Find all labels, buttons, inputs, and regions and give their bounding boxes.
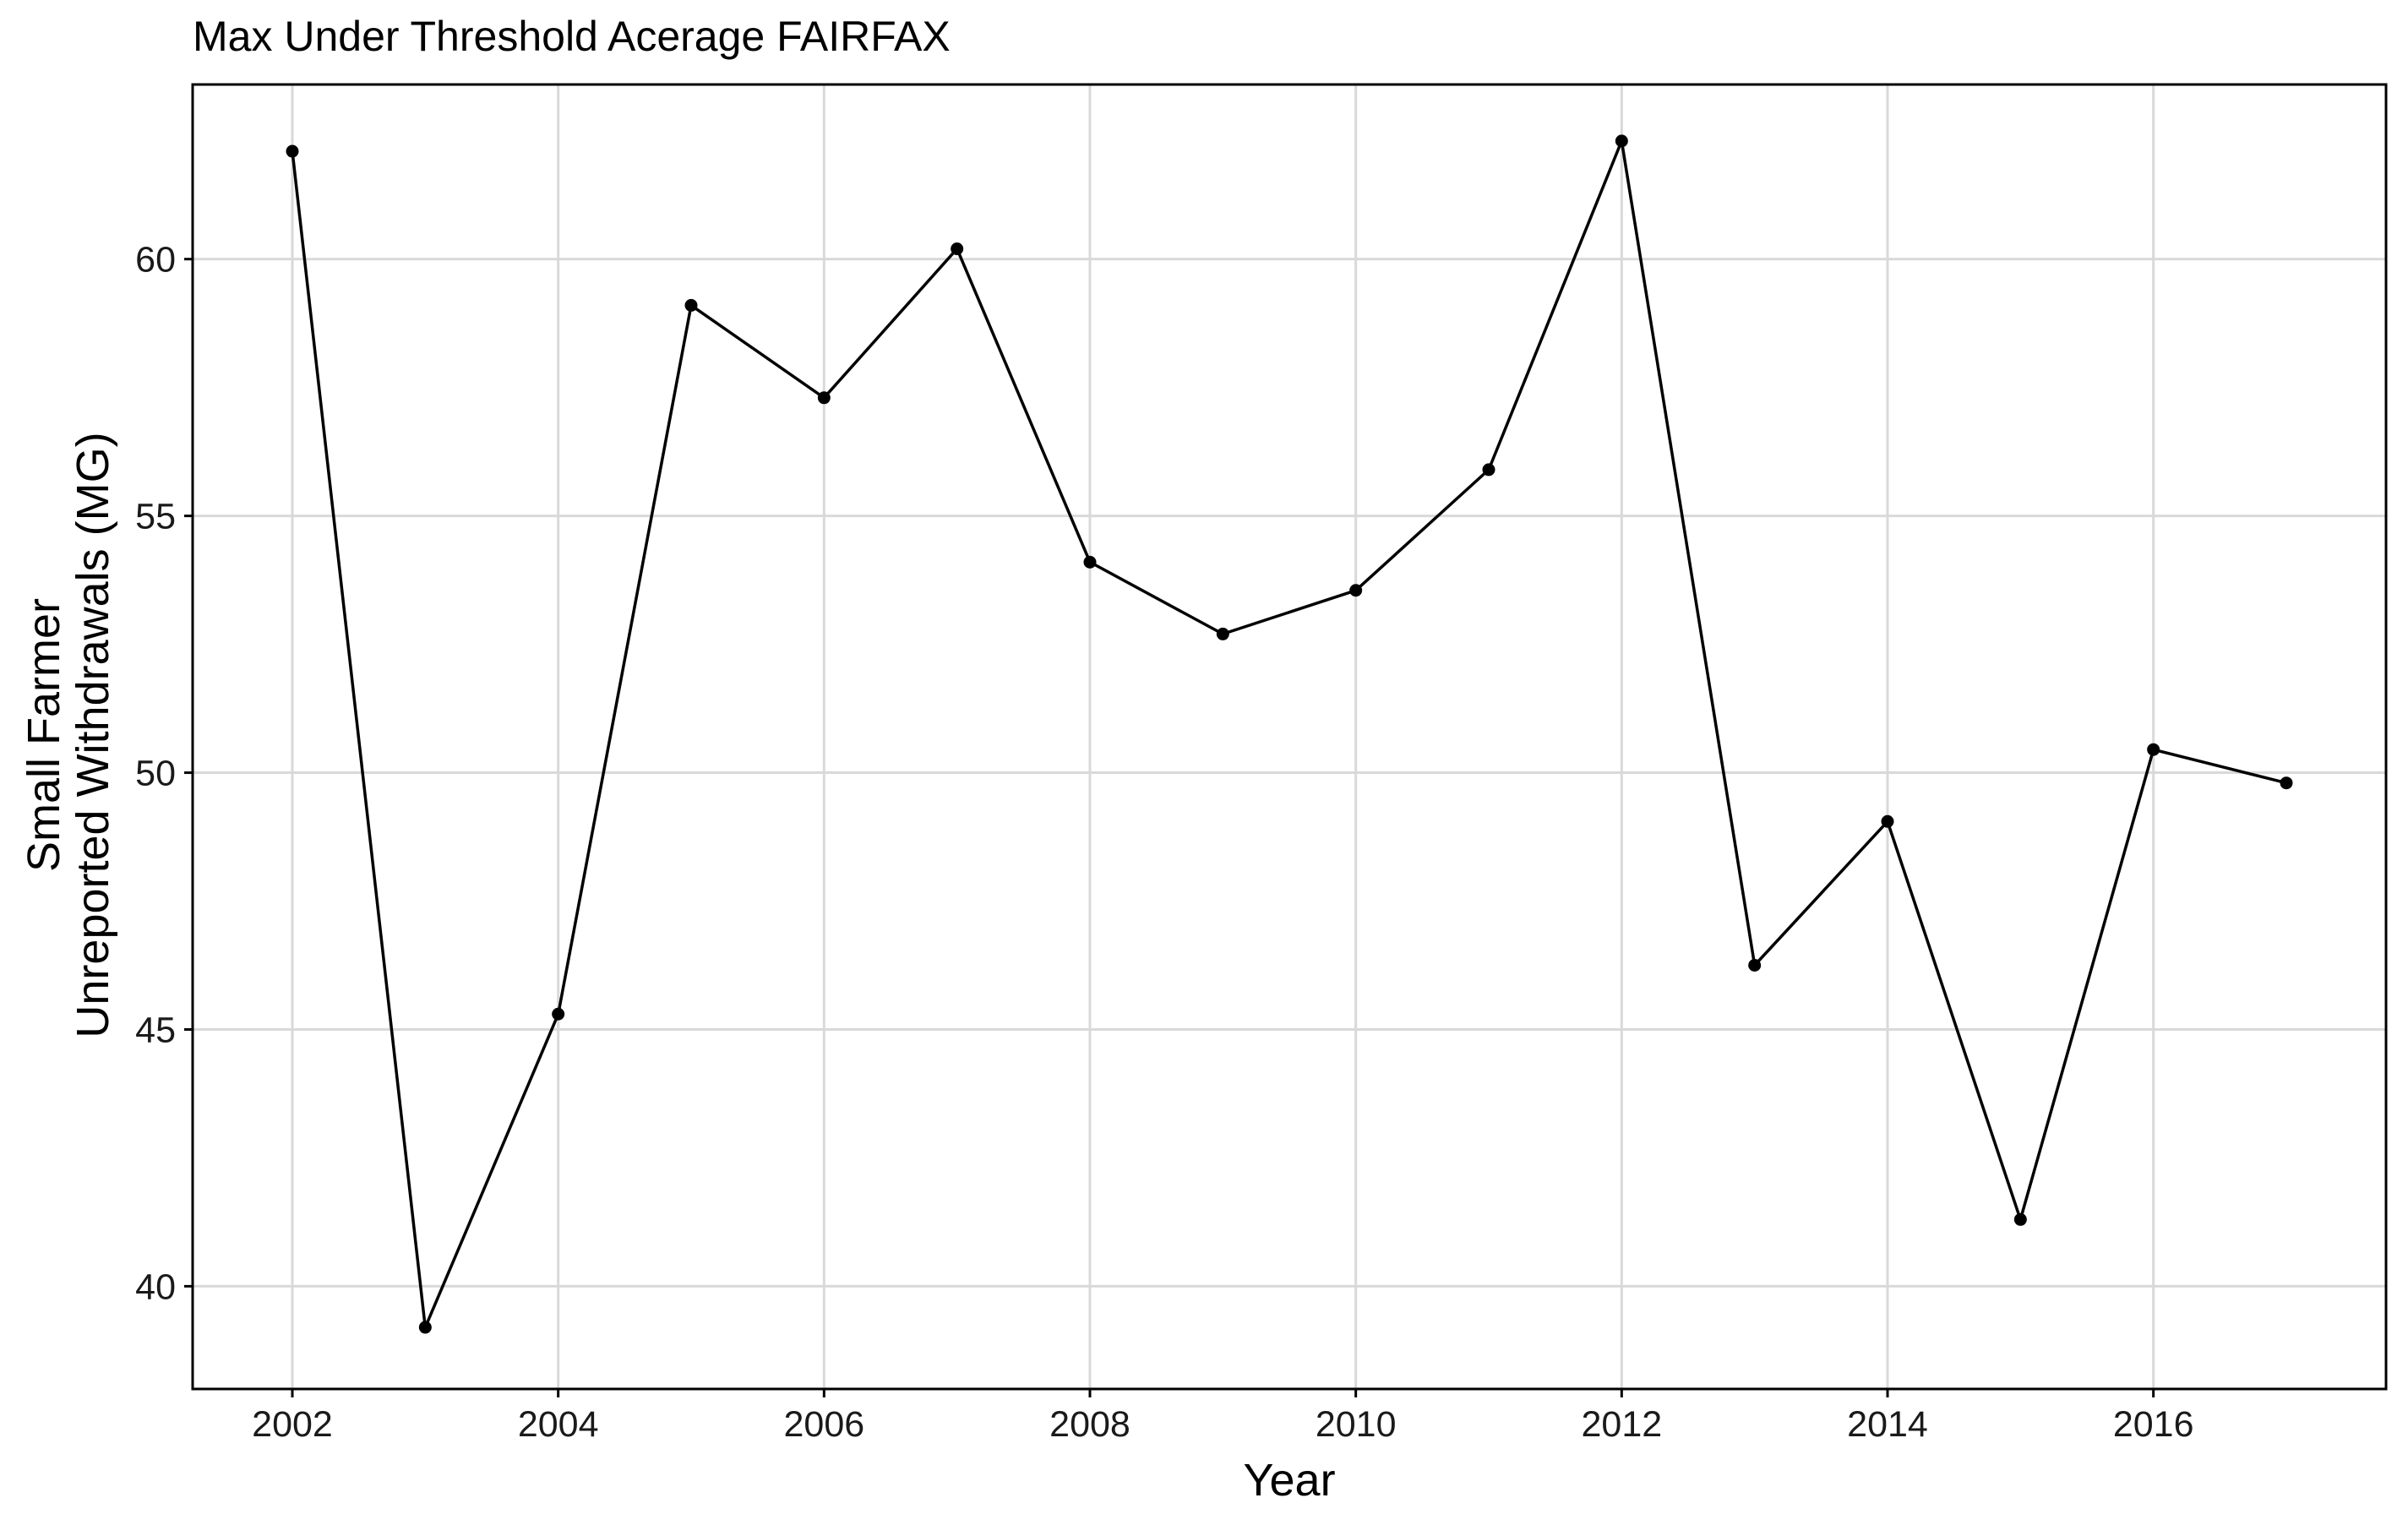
y-tick-label: 55 xyxy=(135,497,176,537)
data-point xyxy=(1216,627,1229,640)
x-tick-label: 2012 xyxy=(1581,1404,1662,1445)
data-point xyxy=(1881,814,1894,828)
x-axis: 2002 2004 2006 2008 2010 2012 2014 2016 xyxy=(252,1389,2194,1445)
y-tick-label: 50 xyxy=(135,754,176,794)
x-tick-label: 2014 xyxy=(1847,1404,1928,1445)
data-point xyxy=(1349,584,1363,597)
data-series xyxy=(286,134,2293,1334)
gridlines xyxy=(193,84,2386,1389)
data-point xyxy=(817,391,831,405)
y-tick-label: 40 xyxy=(135,1266,176,1307)
data-point xyxy=(2280,776,2293,790)
series-line xyxy=(291,135,2287,1333)
y-axis-title-line-2: Unreported Withdrawals (MG) xyxy=(68,432,118,1038)
y-axis-title-line-1: Small Farmer xyxy=(19,598,69,872)
data-point xyxy=(684,298,698,312)
data-point xyxy=(2013,1212,2027,1226)
data-point xyxy=(552,1007,565,1021)
data-point xyxy=(418,1321,432,1334)
x-tick-label: 2016 xyxy=(2113,1404,2194,1445)
y-axis: 40 45 50 55 60 xyxy=(135,240,193,1307)
x-tick-label: 2004 xyxy=(518,1404,599,1445)
x-tick-label: 2010 xyxy=(1316,1404,1397,1445)
chart-title: Max Under Threshold Acerage FAIRFAX xyxy=(193,13,951,60)
x-tick-label: 2008 xyxy=(1049,1404,1130,1445)
y-tick-label: 45 xyxy=(135,1010,176,1050)
x-tick-label: 2002 xyxy=(252,1404,333,1445)
data-point xyxy=(1482,463,1495,477)
x-tick-label: 2006 xyxy=(783,1404,864,1445)
plot-panel-border xyxy=(191,83,2388,1391)
y-tick-label: 60 xyxy=(135,240,176,280)
data-point xyxy=(1615,134,1628,148)
data-point xyxy=(286,144,299,158)
data-point xyxy=(1748,959,1762,972)
x-axis-title: Year xyxy=(1243,1455,1335,1506)
data-point xyxy=(951,242,964,256)
data-point xyxy=(2147,743,2160,756)
data-point xyxy=(1083,555,1097,569)
